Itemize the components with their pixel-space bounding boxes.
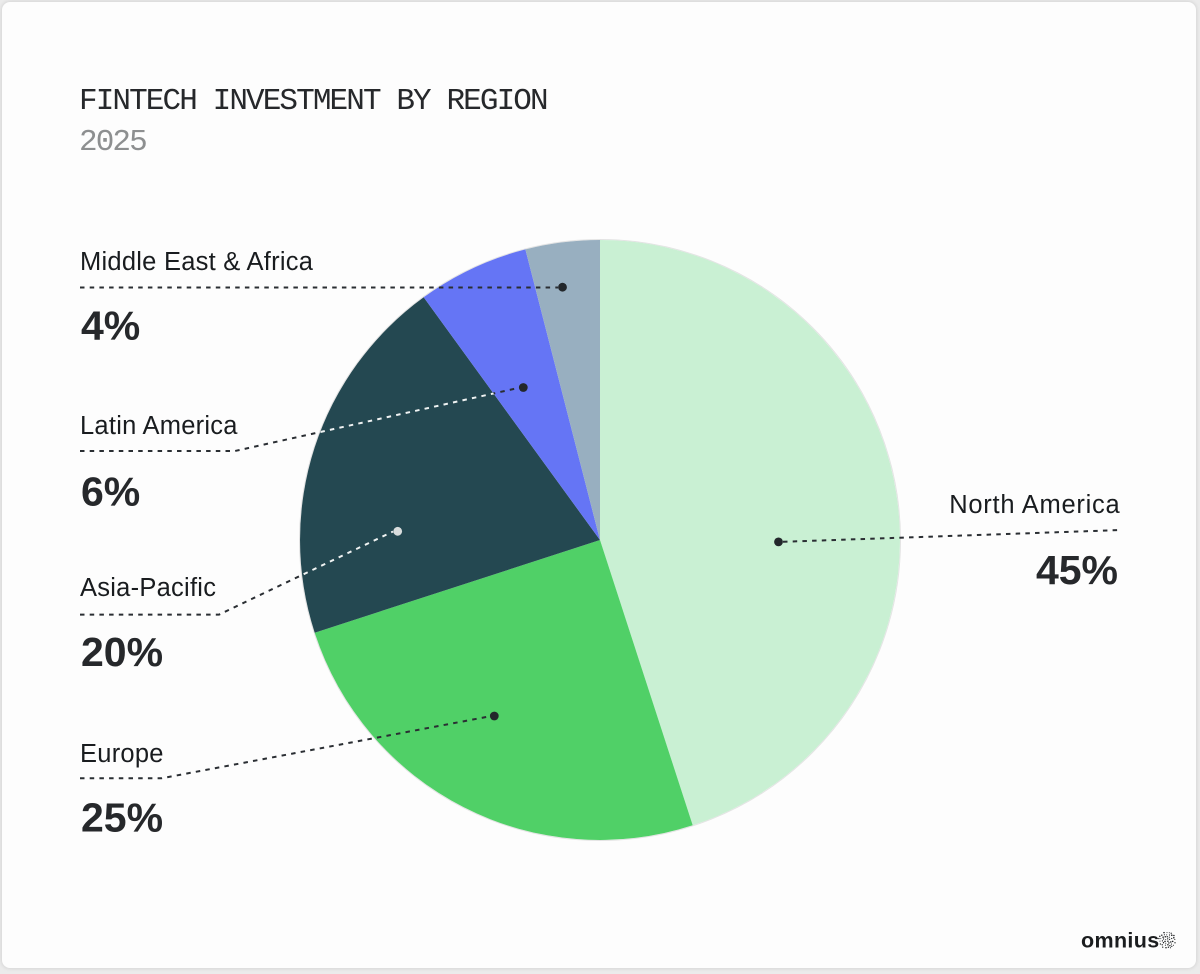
svg-text:20%: 20% bbox=[81, 629, 163, 675]
svg-text:45%: 45% bbox=[1036, 547, 1118, 593]
svg-text:4%: 4% bbox=[81, 303, 140, 349]
svg-text:Latin America: Latin America bbox=[80, 412, 238, 440]
svg-text:6%: 6% bbox=[81, 469, 140, 515]
svg-text:Asia-Pacific: Asia-Pacific bbox=[80, 574, 216, 602]
svg-text:25%: 25% bbox=[81, 794, 163, 840]
svg-text:2025: 2025 bbox=[79, 125, 146, 160]
svg-text:FINTECH INVESTMENT BY REGION: FINTECH INVESTMENT BY REGION bbox=[79, 84, 547, 119]
svg-text:Europe: Europe bbox=[80, 740, 164, 768]
svg-text:North America: North America bbox=[949, 491, 1120, 519]
svg-text:omnius: omnius bbox=[1081, 929, 1160, 953]
svg-text:Middle East & Africa: Middle East & Africa bbox=[80, 248, 314, 276]
